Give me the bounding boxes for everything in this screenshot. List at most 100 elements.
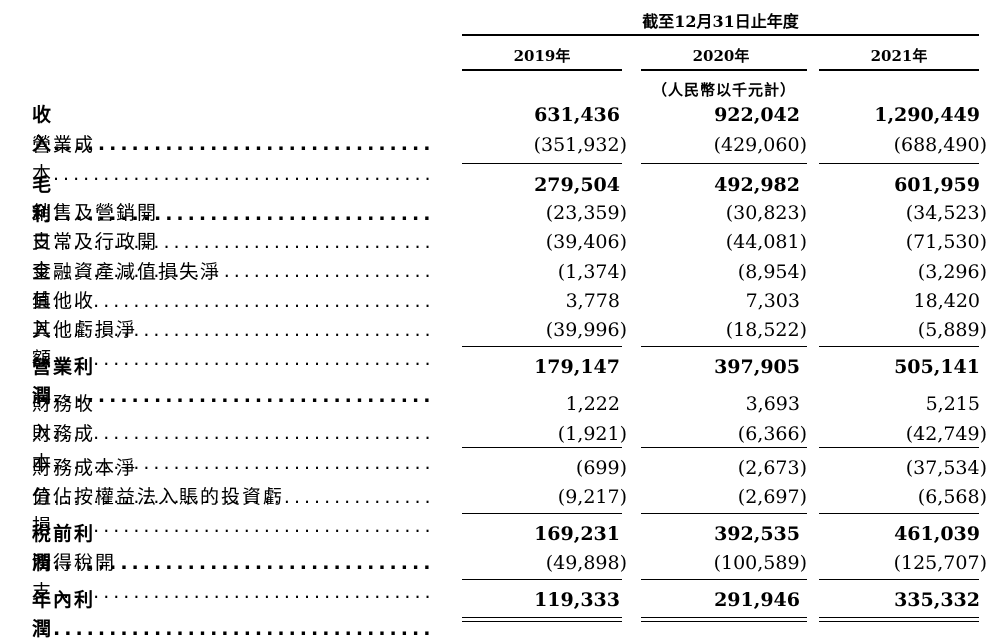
cell-2019: (1,921)	[557, 423, 627, 445]
sum-rule	[641, 346, 807, 347]
row-label-text: 營業成本	[32, 134, 96, 185]
row-label-text: 銷售及營銷開支	[32, 202, 159, 253]
leader-dots: ........................................…	[53, 618, 432, 640]
row-label-text: 財務收入	[32, 393, 96, 444]
cell-2021: (3,296)	[917, 261, 987, 283]
row-label: 財務收入....................................…	[32, 390, 432, 448]
row-label-text: 財務成本淨值	[32, 457, 138, 508]
table-row: 日常及行政開支.................................…	[0, 228, 1003, 282]
row-label: 其他虧損淨額..................................…	[32, 316, 432, 374]
table-row: 年內利潤....................................…	[0, 586, 1003, 640]
table-row: 所得稅開支...................................…	[0, 549, 1003, 603]
leader-dots: ........................................…	[53, 422, 432, 444]
row-label-text: 金融資產減值損失淨值	[32, 261, 222, 312]
cell-2019: 179,147	[534, 356, 620, 378]
row-label: 分佔按權益法入賬的投資虧損...........................…	[32, 483, 432, 541]
year-header-2020: 2020年	[692, 47, 750, 65]
row-label: 金融資產減值損失淨值..............................…	[32, 258, 432, 316]
year-rule-2019	[462, 69, 622, 71]
row-label: 其他收入....................................…	[32, 287, 432, 345]
table-row: 財務成本淨值..................................…	[0, 454, 1003, 508]
row-label-text: 其他收入	[32, 290, 96, 341]
leader-dots: ........................................…	[53, 385, 432, 407]
cell-2020: 392,535	[714, 523, 800, 545]
cell-2021: 461,039	[894, 523, 980, 545]
sum-rule	[462, 621, 622, 622]
cell-2021: 1,290,449	[874, 104, 980, 126]
cell-2019: 279,504	[534, 174, 620, 196]
row-label-text: 收入	[32, 104, 54, 155]
cell-2019: (39,406)	[545, 231, 627, 253]
sum-rule	[462, 447, 622, 448]
sum-rule	[819, 621, 979, 622]
leader-dots: ........................................…	[53, 290, 432, 312]
row-label: 財務成本淨值..................................…	[32, 454, 432, 512]
row-label-text: 日常及行政開支	[32, 231, 159, 282]
cell-2021: 505,141	[894, 356, 980, 378]
table-row: 營業利潤....................................…	[0, 353, 1003, 407]
cell-2019: (49,898)	[545, 552, 627, 574]
row-label: 毛利......................................…	[32, 171, 432, 229]
unit-note: （人民幣以千元計）	[651, 81, 796, 99]
sum-rule	[641, 621, 807, 622]
row-label-text: 分佔按權益法入賬的投資虧損	[32, 486, 285, 537]
sum-rule	[641, 163, 807, 164]
sum-rule	[462, 617, 622, 618]
cell-2020: (44,081)	[725, 231, 807, 253]
cell-2019: 119,333	[534, 589, 620, 611]
cell-2021: (688,490)	[893, 134, 987, 156]
cell-2019: (9,217)	[557, 486, 627, 508]
sum-rule	[819, 447, 979, 448]
sum-rule	[462, 346, 622, 347]
table-row: 金融資產減值損失淨值..............................…	[0, 258, 1003, 312]
cell-2020: 922,042	[714, 104, 800, 126]
row-label-text: 其他虧損淨額	[32, 319, 138, 370]
leader-dots: ........................................…	[53, 163, 432, 185]
row-label: 銷售及營銷開支.................................…	[32, 199, 432, 257]
cell-2020: (8,954)	[737, 261, 807, 283]
row-label: 營業成本....................................…	[32, 131, 432, 189]
cell-2021: (34,523)	[905, 202, 987, 224]
sum-rule	[819, 579, 979, 580]
year-rule-2020	[641, 69, 807, 71]
sum-rule	[819, 513, 979, 514]
header-rule	[462, 34, 979, 36]
cell-2019: 3,778	[565, 290, 620, 312]
cell-2021: (5,889)	[917, 319, 987, 341]
leader-dots: ........................................…	[53, 452, 432, 474]
cell-2021: (6,568)	[917, 486, 987, 508]
sum-rule	[819, 346, 979, 347]
cell-2019: (39,996)	[545, 319, 627, 341]
year-rule-2021	[819, 69, 979, 71]
row-label-text: 財務成本	[32, 423, 96, 474]
leader-dots: ........................................…	[53, 231, 432, 253]
row-label: 稅前利潤....................................…	[32, 520, 432, 578]
table-row: 財務成本....................................…	[0, 420, 1003, 474]
leader-dots: ........................................…	[53, 203, 432, 225]
cell-2019: (351,932)	[533, 134, 627, 156]
cell-2020: (2,697)	[737, 486, 807, 508]
sum-rule	[462, 513, 622, 514]
cell-2019: 169,231	[534, 523, 620, 545]
cell-2021: 18,420	[913, 290, 980, 312]
row-label-text: 所得稅開支	[32, 552, 117, 603]
leader-dots: ........................................…	[53, 319, 432, 341]
table-row: 其他收入....................................…	[0, 287, 1003, 341]
row-label: 財務成本....................................…	[32, 420, 432, 478]
sum-rule	[641, 617, 807, 618]
cell-2021: 601,959	[894, 174, 980, 196]
table-row: 營業成本....................................…	[0, 131, 1003, 185]
cell-2021: (37,534)	[905, 457, 987, 479]
cell-2019: (23,359)	[545, 202, 627, 224]
table-row: 銷售及營銷開支.................................…	[0, 199, 1003, 253]
period-header: 截至12月31日止年度	[642, 12, 799, 31]
cell-2019: 631,436	[534, 104, 620, 126]
cell-2021: (42,749)	[905, 423, 987, 445]
row-label: 營業利潤....................................…	[32, 353, 432, 411]
row-label: 所得稅開支...................................…	[32, 549, 432, 607]
table-row: 收入......................................…	[0, 101, 1003, 155]
row-label-text: 毛利	[32, 174, 54, 225]
leader-dots: ........................................…	[53, 260, 432, 282]
cell-2020: 397,905	[714, 356, 800, 378]
cell-2020: 492,982	[714, 174, 800, 196]
